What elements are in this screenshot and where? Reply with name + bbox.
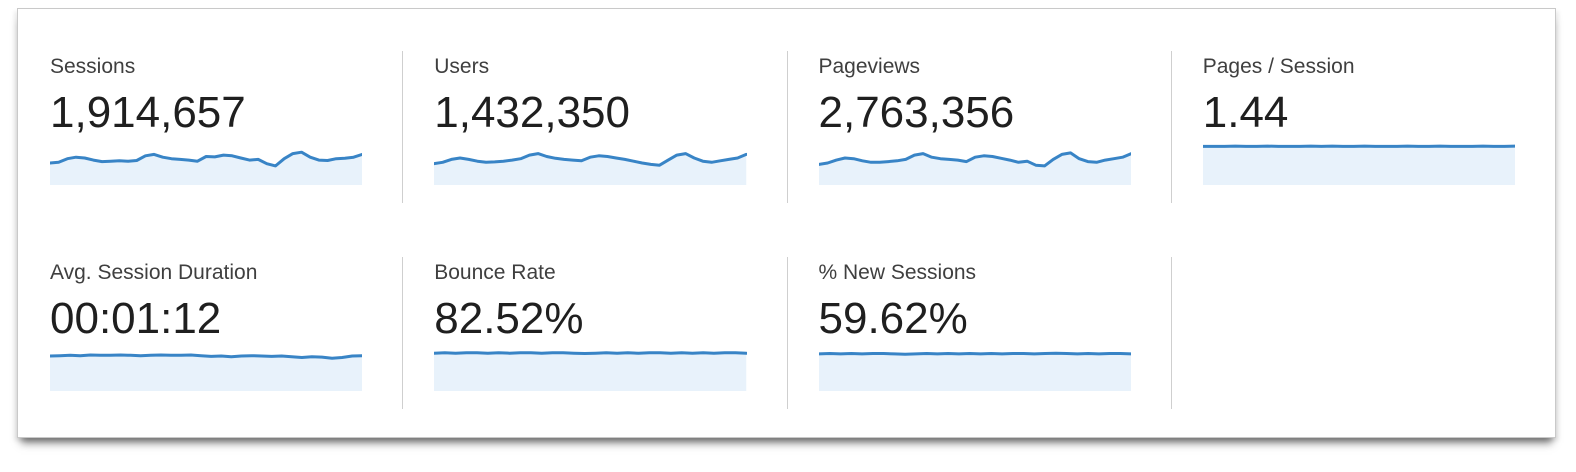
metric-label: % New Sessions	[818, 261, 977, 284]
metric-label: Pages / Session	[1202, 55, 1355, 78]
metric-value: 82.52%	[434, 294, 584, 343]
sparkline-chart-bounce-rate	[434, 349, 747, 391]
metrics-summary-panel: Sessions 1,914,657 Users 1,432,350 Pagev…	[17, 8, 1556, 438]
sparkline-chart-sessions	[50, 143, 363, 185]
metric-label: Sessions	[50, 55, 136, 78]
metric-card-percent-new-sessions: % New Sessions 59.62%	[786, 215, 1171, 421]
metric-card-users: Users 1,432,350	[402, 9, 786, 215]
metric-value: 59.62%	[818, 294, 968, 343]
metric-card-bounce-rate: Bounce Rate 82.52%	[402, 215, 786, 421]
metric-card-avg-session-duration: Avg. Session Duration 00:01:12	[18, 215, 402, 421]
sparkline-chart-pageviews	[818, 143, 1131, 185]
metric-value: 00:01:12	[50, 294, 222, 343]
empty-metric-slot	[1170, 215, 1555, 421]
sparkline-chart-percent-new-sessions	[818, 349, 1131, 391]
metric-value: 2,763,356	[818, 88, 1015, 137]
metric-value: 1.44	[1202, 88, 1289, 137]
metric-label: Bounce Rate	[434, 261, 556, 284]
sparkline-chart-pages-per-session	[1202, 143, 1515, 185]
sparkline-chart-avg-session-duration	[50, 349, 363, 391]
metrics-grid: Sessions 1,914,657 Users 1,432,350 Pagev…	[18, 9, 1555, 437]
metric-card-pages-per-session: Pages / Session 1.44	[1170, 9, 1555, 215]
metric-label: Users	[434, 55, 490, 78]
metric-label: Avg. Session Duration	[50, 261, 258, 284]
metric-card-sessions: Sessions 1,914,657	[18, 9, 402, 215]
metric-label: Pageviews	[818, 55, 921, 78]
sparkline-chart-users	[434, 143, 747, 185]
metric-value: 1,914,657	[50, 88, 246, 137]
metric-card-pageviews: Pageviews 2,763,356	[786, 9, 1171, 215]
metric-value: 1,432,350	[434, 88, 630, 137]
